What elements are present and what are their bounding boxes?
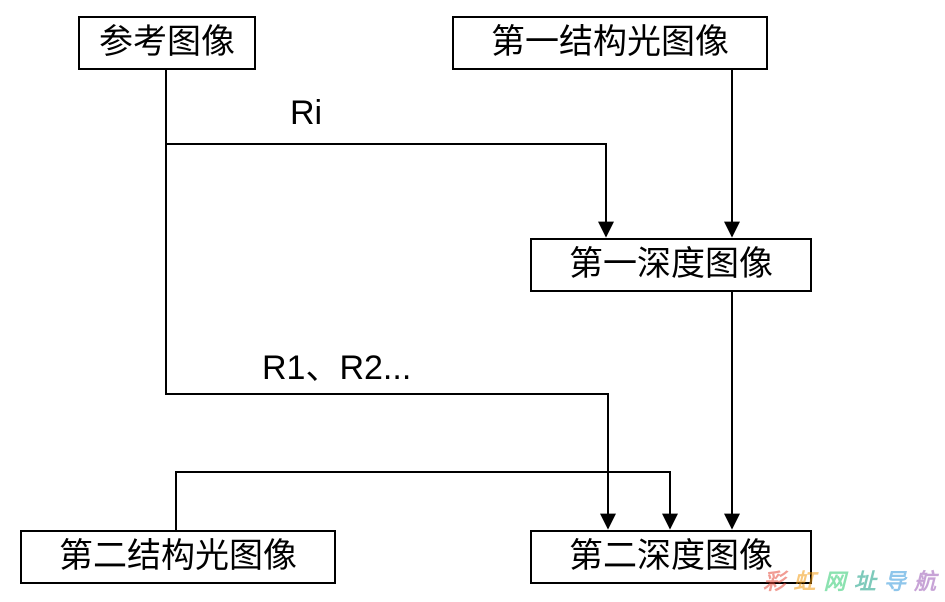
node-label: 参考图像 (99, 26, 235, 60)
watermark-char: 址 (854, 564, 877, 596)
edge-label-text: R1、R2... (262, 349, 411, 387)
edge-label-ri: Ri (290, 94, 322, 133)
node-first-depth-image: 第一深度图像 (530, 238, 812, 292)
node-second-structured-light-image: 第二结构光图像 (20, 530, 336, 584)
node-label: 第一结构光图像 (491, 26, 729, 60)
diagram-canvas: { "canvas": { "width": 945, "height": 60… (0, 0, 945, 602)
node-label: 第二结构光图像 (59, 540, 297, 574)
watermark-char: 虹 (793, 564, 816, 596)
node-label: 第一深度图像 (569, 248, 773, 282)
edge-label-r1r2: R1、R2... (262, 340, 411, 389)
node-first-structured-light-image: 第一结构光图像 (452, 16, 768, 70)
node-reference-image: 参考图像 (78, 16, 256, 70)
watermark-char: 导 (884, 564, 907, 596)
edge-secondsl-to-second-depth (176, 472, 670, 530)
watermark-char: 航 (914, 564, 937, 596)
watermark: 彩 虹 网 址 导 航 (763, 564, 937, 596)
edge-label-text: Ri (290, 94, 322, 132)
watermark-char: 彩 (763, 564, 786, 596)
edge-ref-to-second-depth (166, 144, 608, 528)
node-label: 第二深度图像 (569, 540, 773, 574)
edge-ref-to-first-depth (166, 70, 606, 236)
edges-layer (0, 0, 945, 602)
watermark-char: 网 (824, 564, 847, 596)
